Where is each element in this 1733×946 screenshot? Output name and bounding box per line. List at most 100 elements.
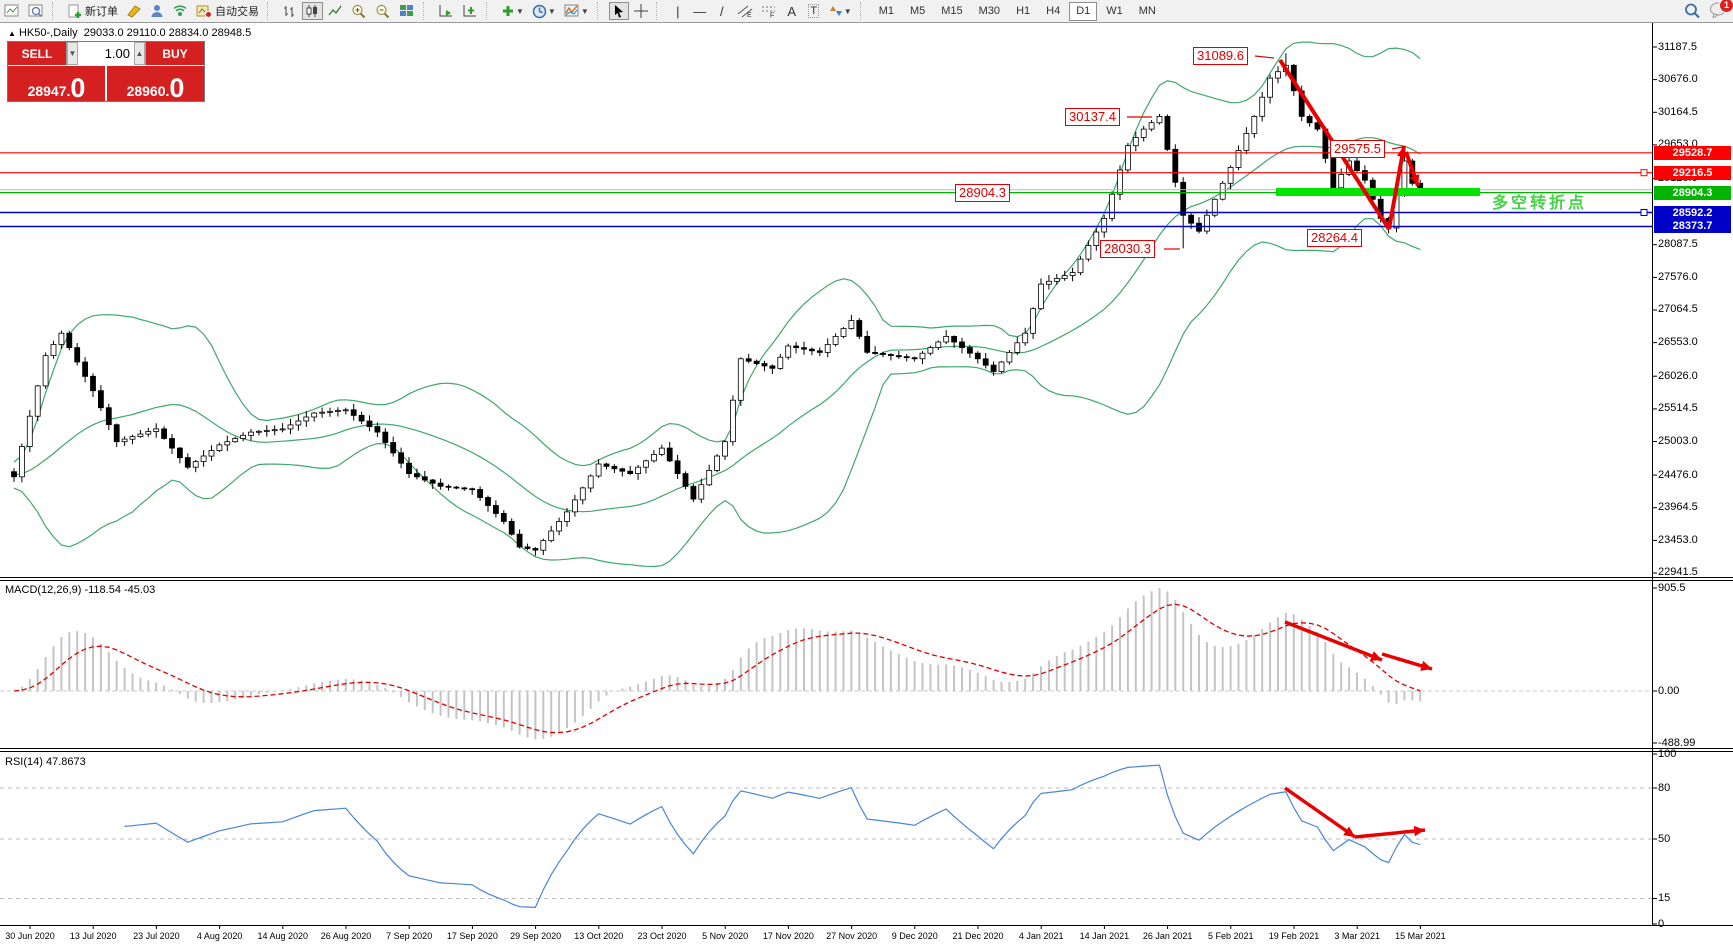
community-button[interactable] (147, 2, 168, 20)
toolbar-separator (655, 2, 664, 20)
auto-scroll-button[interactable] (435, 2, 457, 20)
toolbar-separator (596, 2, 605, 20)
panel-separator[interactable] (0, 748, 1733, 749)
price-badge: 29216.5 (1654, 165, 1731, 180)
price-callout[interactable]: 28264.4 (1307, 229, 1362, 247)
new-chart-button[interactable] (1, 2, 23, 20)
date-label: 27 Nov 2020 (826, 931, 878, 941)
trend-arrow[interactable] (1284, 620, 1383, 662)
templates-icon (564, 4, 579, 17)
cursor-button[interactable] (608, 2, 629, 20)
date-label: 13 Jul 2020 (69, 931, 117, 941)
metaeditor-button[interactable] (123, 2, 145, 20)
toolbar: 新订单 自动交易 (0, 0, 1733, 23)
vertical-line-button[interactable]: | (668, 2, 688, 20)
horizontal-line-button[interactable]: — (690, 2, 710, 20)
price-callout[interactable]: 29575.5 (1330, 140, 1385, 158)
zoom-out-button[interactable] (372, 2, 394, 20)
arrow-head (1413, 825, 1425, 837)
equidistant-channel-button[interactable]: E (734, 2, 756, 20)
trendline-button[interactable]: / (712, 2, 732, 20)
volume-increase-button[interactable]: ▲ (134, 42, 145, 65)
date-label: 4 Jan 2021 (1018, 931, 1064, 941)
symbol-name: HK50-,Daily (18, 27, 78, 39)
templates-button[interactable]: ▼ (561, 2, 592, 20)
timeframe-button-d1[interactable]: D1 (1069, 1, 1098, 21)
arrow-head (1343, 826, 1355, 837)
price-callout[interactable]: 31089.6 (1193, 47, 1248, 65)
date-label: 19 Feb 2021 (1268, 931, 1320, 941)
crosshair-button[interactable] (631, 2, 651, 20)
chat-button[interactable]: 1 (1709, 0, 1733, 21)
signals-button[interactable] (170, 2, 191, 20)
volume-input[interactable] (77, 42, 135, 65)
tile-windows-icon (400, 5, 413, 16)
price-callout[interactable]: 28030.3 (1100, 240, 1155, 258)
search-icon[interactable] (1684, 3, 1701, 19)
price-callout[interactable]: 30137.4 (1065, 108, 1120, 126)
profiles-icon (28, 4, 43, 18)
trend-arrow[interactable] (1354, 828, 1426, 839)
signals-icon (173, 5, 187, 16)
date-label: 7 Sep 2020 (386, 931, 433, 941)
date-label: 17 Sep 2020 (446, 931, 498, 941)
periods-button[interactable]: ▼ (529, 2, 559, 20)
timeframe-button-m1[interactable]: M1 (878, 5, 894, 17)
timeframe-button-m15[interactable]: M15 (941, 5, 963, 17)
buy-button[interactable]: BUY (146, 42, 204, 65)
toolbar-separator (859, 2, 868, 20)
candlestick-chart-button[interactable] (302, 2, 323, 20)
timeframe-button-mn[interactable]: MN (1138, 5, 1156, 17)
price-badge: 28592.2 (1654, 205, 1731, 220)
ask-price[interactable]: 28960. 0 (107, 66, 204, 102)
panel-separator[interactable] (0, 577, 1733, 578)
turning-point-bar[interactable] (1276, 188, 1480, 196)
sell-button[interactable]: SELL (8, 42, 66, 65)
price-callout[interactable]: 28904.3 (955, 184, 1010, 202)
trend-arrow[interactable] (1283, 786, 1357, 839)
toolbar-separator (486, 2, 494, 20)
timeframe-button-h1[interactable]: H1 (1016, 5, 1031, 17)
line-handle[interactable] (1640, 169, 1648, 177)
ohlc-open: 29033.0 (83, 27, 124, 39)
timeframe-button-m30[interactable]: M30 (978, 5, 1001, 17)
rsi-line (124, 764, 1421, 909)
new-order-icon (68, 4, 81, 18)
arrow-head (1409, 174, 1420, 186)
fibonacci-button[interactable]: F (758, 2, 780, 20)
date-label: 30 Jun 2020 (5, 931, 55, 941)
text-label-button[interactable]: T (804, 2, 824, 20)
indicators-button[interactable]: ▼ (498, 2, 527, 20)
trend-arrow[interactable] (1387, 145, 1406, 230)
profiles-button[interactable] (25, 2, 47, 20)
turning-point-annotation[interactable]: 多空转折点 (1492, 195, 1588, 212)
timeframe-button-h4[interactable]: H4 (1046, 5, 1061, 17)
date-label: 23 Oct 2020 (637, 931, 687, 941)
new-order-button[interactable]: 新订单 (64, 2, 121, 20)
date-label: 15 Mar 2021 (1395, 931, 1446, 941)
text-label-icon: T (808, 4, 820, 18)
price-badge: 28373.7 (1654, 219, 1731, 234)
text-button[interactable]: A (782, 2, 802, 20)
bid-price[interactable]: 28947. 0 (8, 66, 105, 102)
date-label: 21 Dec 2020 (952, 931, 1004, 941)
arrow-head (1420, 660, 1432, 671)
timeframe-button-m5[interactable]: M5 (909, 5, 926, 17)
auto-scroll-icon (439, 5, 452, 17)
line-chart-button[interactable] (325, 2, 346, 20)
zoom-in-icon (352, 4, 366, 18)
macd-histogram (20, 588, 1422, 740)
timeframe-button-w1[interactable]: W1 (1106, 5, 1123, 17)
autotrading-button[interactable]: 自动交易 (193, 2, 262, 20)
bar-chart-button[interactable] (279, 2, 300, 20)
tile-windows-button[interactable] (396, 2, 418, 20)
shapes-button[interactable]: ▼ (826, 2, 855, 20)
volume-decrease-button[interactable]: ▼ (67, 42, 78, 65)
date-label: 13 Oct 2020 (574, 931, 624, 941)
chart-shift-button[interactable] (459, 2, 481, 20)
svg-text:E: E (747, 12, 752, 18)
zoom-in-button[interactable] (348, 2, 370, 20)
collapse-arrow-icon[interactable]: ▲ (8, 29, 16, 38)
line-handle[interactable] (1640, 209, 1648, 216)
